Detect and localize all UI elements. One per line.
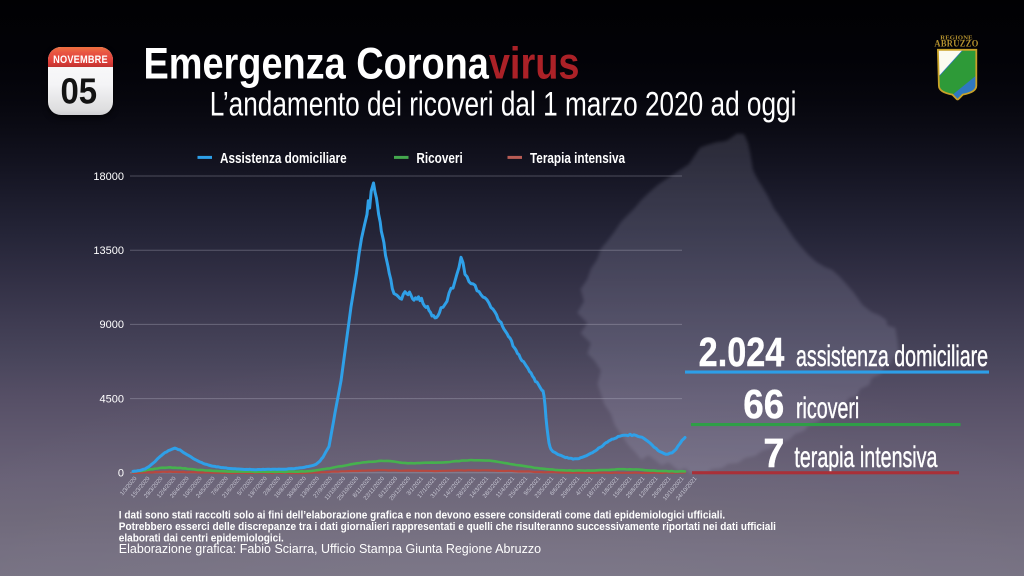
svg-text:Potrebbero esserci delle discr: Potrebbero esserci delle discrepanze tra…: [119, 522, 776, 533]
svg-text:2.024: 2.024: [699, 329, 785, 374]
svg-text:05: 05: [60, 72, 97, 112]
svg-text:Emergenza Coronavirus: Emergenza Coronavirus: [144, 39, 580, 89]
svg-text:4500: 4500: [100, 393, 124, 405]
svg-text:7: 7: [763, 432, 784, 477]
svg-text:18000: 18000: [93, 171, 124, 183]
svg-text:L’andamento dei ricoveri dal 1: L’andamento dei ricoveri dal 1 marzo 202…: [210, 84, 797, 124]
svg-text:ABRUZZO: ABRUZZO: [934, 38, 978, 49]
svg-text:I dati sono stati raccolti sol: I dati sono stati raccolti solo ai fini …: [119, 510, 725, 521]
svg-text:Ricoveri: Ricoveri: [416, 150, 462, 166]
svg-text:66: 66: [743, 382, 784, 427]
svg-text:terapia intensiva: terapia intensiva: [794, 441, 938, 474]
svg-text:Terapia intensiva: Terapia intensiva: [530, 150, 626, 166]
svg-text:0: 0: [118, 468, 124, 480]
svg-text:assistenza domiciliare: assistenza domiciliare: [796, 340, 988, 373]
svg-text:13500: 13500: [93, 245, 124, 257]
svg-text:Assistenza domiciliare: Assistenza domiciliare: [220, 150, 347, 166]
svg-text:Elaborazione grafica: Fabio Sc: Elaborazione grafica: Fabio Sciarra, Uff…: [119, 542, 541, 556]
svg-text:ricoveri: ricoveri: [796, 392, 859, 425]
svg-text:elaborati dai centri epidemiol: elaborati dai centri epidemiologici.: [119, 533, 284, 544]
svg-text:NOVEMBRE: NOVEMBRE: [53, 54, 108, 66]
svg-text:9000: 9000: [100, 319, 124, 331]
svg-text:REGIONE: REGIONE: [940, 34, 973, 41]
